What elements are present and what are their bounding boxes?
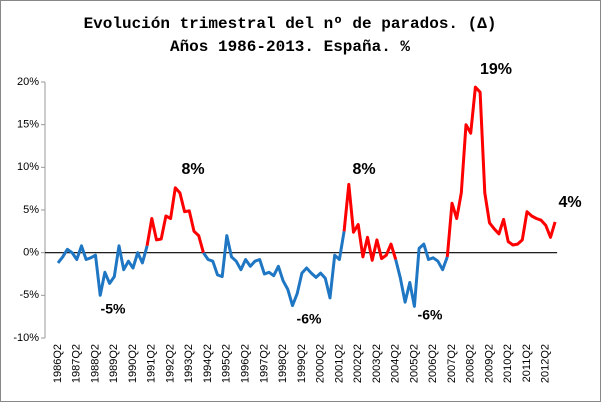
chart-title: Evolución trimestral del nº de parados. …	[84, 15, 497, 33]
x-tick-label: 1997Q2	[258, 344, 270, 383]
annotation: -6%	[418, 307, 443, 323]
x-tick-label: 1990Q2	[127, 344, 139, 383]
x-tick-label: 2008Q2	[465, 344, 477, 383]
x-tick-label: 1994Q2	[202, 344, 214, 383]
x-tick-label: 1989Q2	[108, 344, 120, 383]
y-tick-label: 20%	[17, 76, 39, 88]
x-tick-label: 1998Q2	[277, 344, 289, 383]
annotation: -6%	[297, 311, 322, 327]
x-tick-label: 2006Q2	[427, 344, 439, 383]
data-line	[56, 244, 149, 297]
data-line	[202, 231, 346, 308]
data-line	[445, 85, 557, 258]
y-tick-label: -10%	[13, 332, 39, 344]
y-tick-label: 5%	[23, 204, 39, 216]
x-tick-label: 2004Q2	[390, 344, 402, 383]
x-tick-label: 2002Q2	[352, 344, 364, 383]
annotation: 8%	[181, 161, 204, 178]
x-tick-label: 2009Q2	[483, 344, 495, 383]
y-tick-label: 10%	[17, 161, 39, 173]
x-tick-label: 1988Q2	[89, 344, 101, 383]
x-tick-label: 2001Q2	[333, 344, 345, 383]
x-tick-label: 1991Q2	[146, 344, 158, 383]
x-tick-label: 1996Q2	[240, 344, 252, 383]
x-tick-label: 1999Q2	[296, 344, 308, 383]
x-tick-label: 2007Q2	[446, 344, 458, 383]
annotation: -5%	[101, 301, 126, 317]
x-tick-label: 2012Q2	[540, 344, 552, 383]
x-tick-label: 1987Q2	[71, 344, 83, 383]
y-tick-label: -5%	[19, 289, 39, 301]
data-line	[394, 242, 449, 308]
x-tick-label: 1992Q2	[164, 344, 176, 383]
x-tick-label: 2003Q2	[371, 344, 383, 383]
x-tick-label: 2010Q2	[502, 344, 514, 383]
y-tick-label: 0%	[23, 247, 39, 259]
x-tick-label: 2011Q2	[521, 344, 533, 382]
x-tick-label: 2000Q2	[315, 344, 327, 383]
x-tick-label: 1993Q2	[183, 344, 195, 383]
x-tick-label: 1986Q2	[52, 344, 64, 383]
annotation: 8%	[352, 161, 375, 178]
data-line	[342, 182, 398, 262]
chart-subtitle: Años 1986-2013. España. %	[170, 38, 410, 56]
data-line	[145, 186, 205, 254]
x-tick-label: 2005Q2	[408, 344, 420, 383]
x-tick-label: 1995Q2	[221, 344, 233, 383]
annotation: 19%	[480, 61, 512, 78]
annotation: 4%	[558, 194, 581, 211]
y-tick-label: 15%	[17, 119, 39, 131]
